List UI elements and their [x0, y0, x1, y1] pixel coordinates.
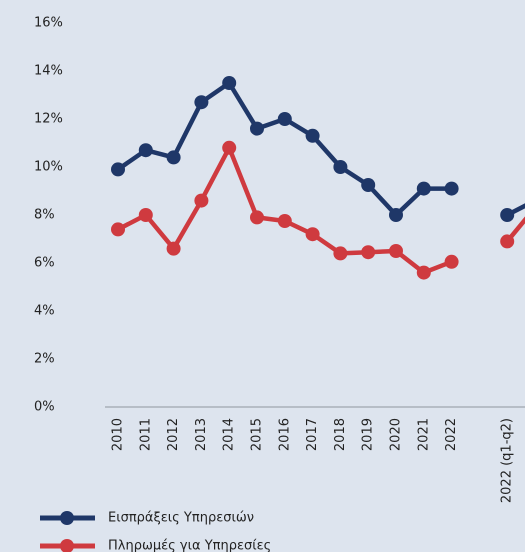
point: [194, 193, 209, 208]
point: [277, 112, 292, 126]
point: [138, 208, 153, 222]
x-tick-label: 2010: [111, 418, 126, 451]
y-tick-label: 10%: [34, 160, 63, 175]
legend-marker: [60, 539, 74, 552]
y-tick-label: 14%: [34, 64, 63, 79]
legend-label: Εισπράξεις Υπηρεσιών: [108, 511, 254, 526]
x-tick-label: 2021: [416, 418, 431, 451]
x-tick-label: 2020: [389, 418, 404, 451]
x-tick-label: 2016: [277, 418, 292, 451]
legend-label: Πληρωμές για Υπηρεσίες: [108, 539, 271, 552]
x-tick-label: 2011: [138, 418, 153, 451]
y-tick-label: 0%: [34, 400, 55, 415]
y-tick-label: 8%: [34, 208, 55, 223]
point: [333, 160, 348, 174]
point: [166, 241, 181, 256]
x-tick-label: 2019: [361, 418, 376, 451]
legend-marker: [60, 511, 74, 525]
point: [194, 95, 209, 110]
series-line: [505, 216, 525, 243]
x-tick-label: 2012: [166, 418, 181, 451]
x-tick-label: 2013: [194, 418, 209, 451]
point: [250, 121, 264, 136]
point: [166, 150, 181, 165]
x-tick-label: 2022: [444, 418, 459, 451]
point: [416, 181, 431, 196]
point: [361, 245, 376, 260]
point: [111, 162, 125, 177]
point: [305, 227, 320, 242]
point: [138, 143, 153, 158]
point: [500, 234, 515, 249]
point: [305, 128, 320, 143]
y-tick-label: 2%: [34, 352, 55, 367]
point: [416, 265, 431, 280]
point: [389, 244, 403, 258]
x-tick-label: 2022 (q1-q2): [500, 418, 515, 503]
x-tick-label: 2014: [222, 418, 237, 451]
point: [333, 246, 348, 261]
point: [250, 210, 264, 225]
y-tick-label: 16%: [34, 16, 63, 31]
y-tick-label: 12%: [34, 112, 63, 127]
y-tick-label: 4%: [34, 304, 55, 319]
x-tick-label: 2015: [250, 418, 265, 451]
x-tick-label: 2018: [333, 418, 348, 451]
point: [444, 181, 459, 196]
point: [361, 178, 376, 192]
point: [500, 208, 515, 222]
point: [389, 208, 403, 222]
point: [222, 76, 237, 90]
point: [111, 222, 125, 237]
x-tick-label: 2017: [305, 418, 320, 451]
point: [222, 140, 237, 155]
y-tick-label: 6%: [34, 256, 55, 271]
point: [444, 254, 459, 269]
point: [277, 214, 292, 228]
